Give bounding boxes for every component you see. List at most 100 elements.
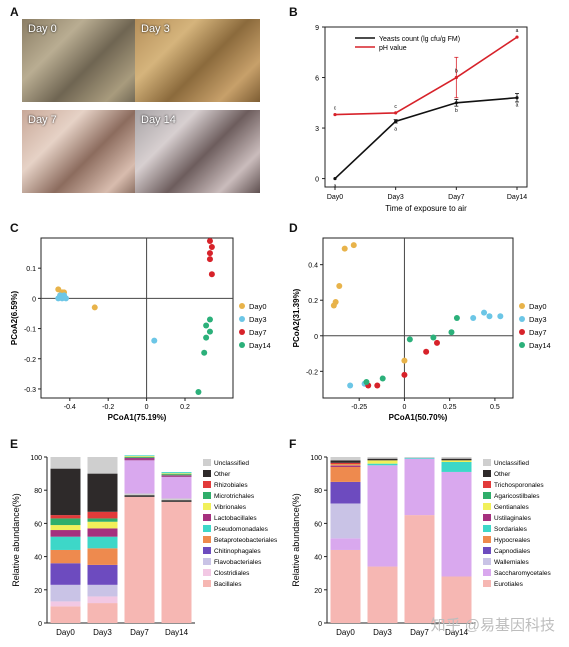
line-chart-yeast-ph: 0 3 6 9 Day0 Day3 Day7 Day14 Time of exposure to… xyxy=(315,25,528,213)
plot-frame xyxy=(322,237,514,399)
scatter-point xyxy=(453,315,460,321)
data-point xyxy=(454,75,458,80)
legend-swatch xyxy=(483,514,491,521)
bar-segment xyxy=(367,460,398,464)
bar-segment xyxy=(161,474,192,476)
panel-label-f: F xyxy=(289,437,297,451)
legend-swatch xyxy=(483,558,491,565)
x-tick-label: 0 xyxy=(145,404,149,411)
fungi-abundance-chart: 0 20 40 60 80 100 Relative abundance(%) Day0 Day… xyxy=(291,455,551,637)
bar-segment xyxy=(50,549,81,564)
photo-label: Day 0 xyxy=(28,23,57,35)
significance-letter: a xyxy=(516,28,519,34)
x-axis-label: Time of exposure to air xyxy=(385,204,467,213)
legend-swatch xyxy=(203,569,211,576)
data-point xyxy=(333,176,337,181)
legend-swatch xyxy=(203,536,211,543)
legend-label: Clostridiales xyxy=(214,570,250,577)
panel-label-e: E xyxy=(10,437,19,451)
photo-label: Day 14 xyxy=(141,114,176,126)
y-tick-label: 60 xyxy=(34,521,42,528)
x-tick-label: Day0 xyxy=(327,194,343,201)
legend-marker xyxy=(519,342,525,348)
legend-swatch xyxy=(203,503,211,510)
scatter-point xyxy=(203,334,210,341)
scatter-point xyxy=(336,283,343,289)
y-tick-label: -0.2 xyxy=(306,369,318,376)
bar-segment xyxy=(404,457,435,458)
legend-swatch xyxy=(203,459,211,466)
bar-segment xyxy=(50,468,81,516)
legend-label: Gentianales xyxy=(494,504,529,511)
legend-label: Unclassified xyxy=(214,460,249,467)
legend-label: Trichosporonales xyxy=(494,482,544,489)
x-tick-label: Day14 xyxy=(507,194,527,201)
bar-segment xyxy=(50,563,81,585)
bar-segment xyxy=(87,564,118,585)
bar-segment xyxy=(161,475,192,477)
bar-segment xyxy=(330,481,361,504)
scatter-point xyxy=(151,337,158,344)
scatter-point xyxy=(62,295,69,302)
legend-label: Day0 xyxy=(529,302,547,311)
silage-photo-day7: Day 7 xyxy=(22,110,147,193)
bar-segment xyxy=(87,473,118,512)
legend-label: Yeasts count (lg cfu/g FM) xyxy=(379,36,460,43)
scatter-point xyxy=(208,244,215,251)
bar-segment xyxy=(330,462,361,465)
scatter-point xyxy=(423,348,430,355)
bar-segment xyxy=(50,515,81,519)
panel-label-c: C xyxy=(10,221,19,235)
legend-label: Pseudomonadales xyxy=(214,526,269,533)
x-tick-label: Day14 xyxy=(445,628,469,637)
legend-swatch xyxy=(203,481,211,488)
bar-segment xyxy=(50,525,81,531)
bar-segment xyxy=(87,521,118,529)
bar-segment xyxy=(330,460,361,463)
legend-swatch xyxy=(483,536,491,543)
bar-segment xyxy=(124,493,155,496)
scatter-point xyxy=(201,349,208,356)
data-point xyxy=(333,112,337,117)
significance-letter: a xyxy=(516,103,519,109)
y-tick-label: 40 xyxy=(34,555,42,562)
legend-label: Agaricostilbales xyxy=(494,493,540,500)
y-tick-label: 9 xyxy=(315,25,319,32)
legend-swatch xyxy=(483,525,491,532)
scatter-point xyxy=(481,309,488,316)
bar-segment xyxy=(50,601,81,607)
legend-label: pH value xyxy=(379,45,407,52)
pcoa-bacteria-chart: -0.3 -0.2 -0.1 0 0.1 -0.4 -0.2 0 0.2 PCoA1(75.19%… xyxy=(10,237,271,422)
bar-segment xyxy=(330,465,361,467)
legend-label: Day3 xyxy=(249,315,267,324)
legend-label: Other xyxy=(494,471,511,478)
silage-photo-day14: Day 14 xyxy=(135,110,260,193)
scatter-point xyxy=(363,379,370,385)
significance-letter: c xyxy=(334,106,337,112)
legend-label: Bacillales xyxy=(214,581,242,588)
bar-segment xyxy=(124,496,155,623)
x-tick-label: Day0 xyxy=(336,628,355,637)
x-tick-label: Day0 xyxy=(56,628,75,637)
scatter-point xyxy=(206,256,213,263)
x-tick-label: -0.2 xyxy=(102,404,114,411)
bar-segment xyxy=(367,566,398,623)
y-tick-label: 0.2 xyxy=(308,298,318,305)
legend-label: Other xyxy=(214,471,231,478)
bar-segment xyxy=(441,457,472,459)
legend-label: Day14 xyxy=(249,341,271,350)
bar-segment xyxy=(161,498,192,501)
y-tick-label: 0 xyxy=(314,334,318,341)
bar-segment xyxy=(330,464,361,466)
y-tick-label: 0 xyxy=(315,177,319,184)
bar-segment xyxy=(87,596,118,604)
scatter-point xyxy=(401,357,408,364)
legend-label: Day3 xyxy=(529,315,547,324)
scatter-point xyxy=(379,375,386,382)
legend-swatch xyxy=(483,470,491,477)
bar-segment xyxy=(330,503,361,539)
x-tick-label: Day14 xyxy=(165,628,189,637)
scatter-point xyxy=(206,328,213,335)
bar-segment xyxy=(161,500,192,502)
scatter-point xyxy=(206,250,213,257)
